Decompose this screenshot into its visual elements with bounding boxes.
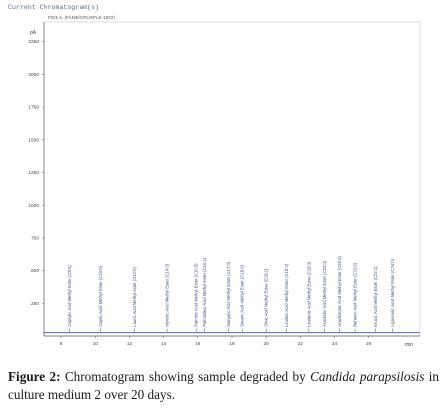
y-tick-label: 1000: [28, 203, 39, 209]
y-tick-label: 2000: [28, 72, 39, 78]
peak-label: Linoleic Acid Methyl Ester (C18:2): [284, 263, 289, 326]
peak-label: Arachidic Acid Methyl Ester (C20:0): [322, 260, 327, 326]
peak-label: Capric Acid Methyl Ester (C10:0): [98, 265, 103, 326]
x-tick-label: 10: [93, 341, 99, 347]
y-tick-label: 1750: [28, 105, 39, 111]
x-axis-ticks: 8 10 12 14 16 18 20 22 24 26: [60, 336, 372, 347]
caption-text: Chromatogram showing sample degraded by: [60, 369, 311, 384]
y-tick-label: 250: [31, 301, 39, 307]
y-axis-unit-label: pA: [30, 30, 37, 36]
peak-label: Myristic Acid Methyl Ester (C14:0): [165, 263, 170, 326]
peak-label: Lauric Acid Methyl ester (C12:0): [132, 267, 137, 327]
peak-label: Palmitic Acid Methyl Ester (C16:0): [194, 263, 199, 327]
x-tick-label: 14: [161, 341, 167, 347]
y-tick-label: 1500: [28, 137, 39, 143]
figure-caption: Figure 2: Chromatogram showing sample de…: [8, 368, 439, 404]
peak-label: Erucic Acid Methyl Ester (C22:1): [373, 266, 378, 327]
x-tick-label: 26: [366, 341, 372, 347]
peak-label: Oleic Acid Methyl Ester (C18:1): [264, 268, 269, 327]
peak-label: Linolenic Acid Methyl Ester (C18:3): [306, 261, 311, 327]
peak-label: Stearic Acid Methyl Ester (C18:0): [240, 264, 245, 326]
x-tick-label: 16: [195, 341, 201, 347]
peak-label: Palmitoleic Acid Methyl Ester (C16:1): [202, 257, 207, 326]
y-tick-label: 500: [31, 268, 39, 274]
detector-label: FID1 A, (FAME/CRUSPLE-1972): [48, 15, 115, 20]
x-tick-label: 22: [298, 341, 304, 347]
x-axis-unit-label: min: [405, 342, 413, 348]
peak-label: Margaric Acid Methyl Ester (C17:0): [226, 261, 231, 327]
x-tick-label: 20: [264, 341, 270, 347]
caption-label: Figure 2:: [8, 369, 61, 384]
x-tick-label: 24: [332, 341, 338, 347]
peak-label: Lignoceric Acid Methyl Ester (C24:0): [390, 258, 395, 326]
peak-label: Caprylic Acid Methyl Ester (C8:0): [67, 265, 72, 327]
peak-labels: Caprylic Acid Methyl Ester (C8:0) Capric …: [67, 256, 395, 332]
y-axis-ticks: 250 500 750 1000 1250 1500 1750 2000 2250: [28, 39, 44, 307]
x-tick-label: 8: [60, 341, 63, 347]
x-tick-label: 18: [229, 341, 235, 347]
peak-label: Arachidonic Acid Methyl Ester (C20:4): [337, 256, 342, 327]
caption-text-end: in culture medium 2 over 20 days.: [8, 369, 439, 402]
peak-label: Behenic Acid Methyl Ester (C22:0): [353, 262, 358, 326]
caption-organism: Candida parapsilosis: [310, 369, 425, 384]
y-tick-label: 1250: [28, 170, 39, 176]
x-tick-label: 12: [127, 341, 133, 347]
y-tick-label: 2250: [28, 39, 39, 45]
window-title: Current Chromatogram(s): [8, 4, 99, 11]
y-tick-label: 750: [31, 235, 39, 241]
